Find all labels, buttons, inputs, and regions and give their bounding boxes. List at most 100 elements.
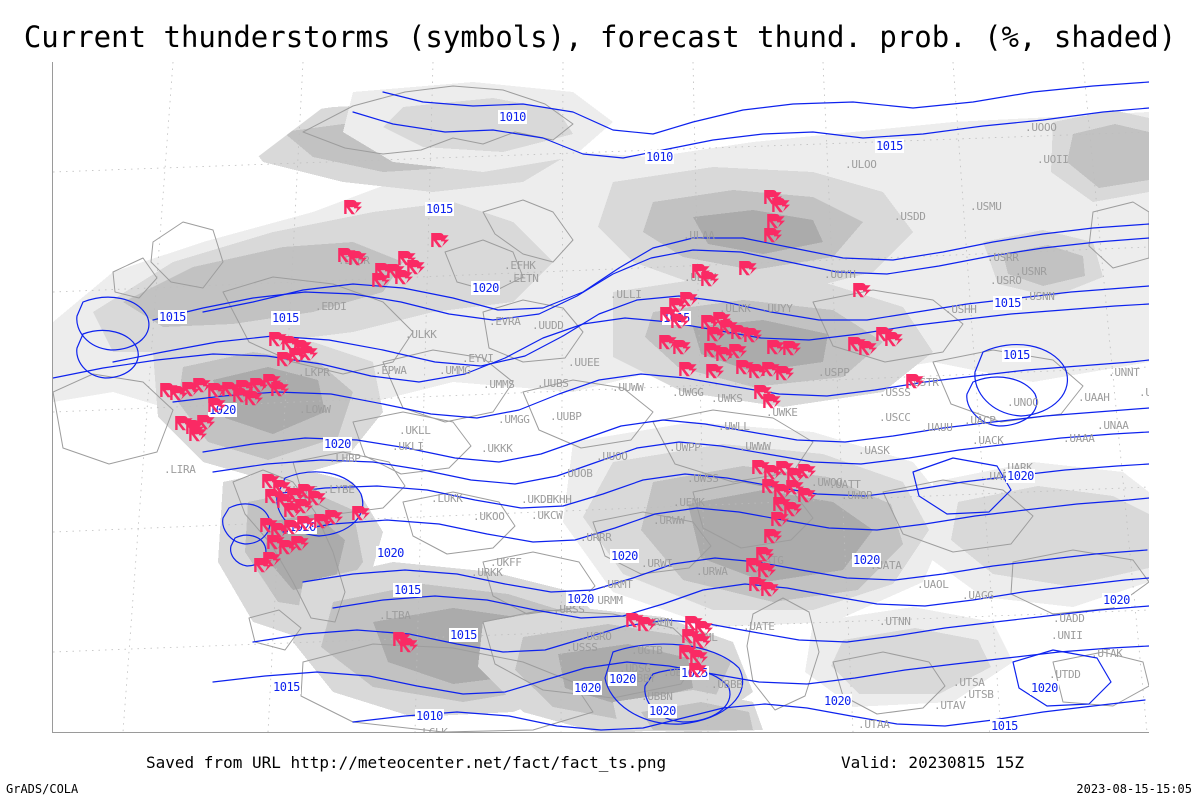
footer-source-url: Saved from URL http://meteocenter.net/fa… — [146, 753, 667, 772]
thunderstorm-symbol — [784, 500, 804, 520]
station-label: .UATE — [743, 620, 775, 633]
thunderstorm-symbol — [764, 188, 784, 208]
isobar-label: 1015 — [272, 680, 301, 694]
thunderstorm-symbol — [763, 392, 783, 412]
station-label: .UWPP — [669, 441, 701, 454]
station-label: .UOOO — [1025, 121, 1057, 134]
isobar-label: 1020 — [573, 681, 602, 695]
thunderstorm-symbol — [744, 326, 764, 346]
station-label: .EETN — [507, 272, 539, 285]
thunderstorm-symbol — [859, 339, 879, 359]
station-label: .UUWW — [612, 381, 644, 394]
thunderstorm-symbol — [689, 661, 709, 681]
thunderstorm-symbol — [786, 478, 806, 498]
thunderstorm-symbol — [407, 258, 427, 278]
station-label: .UUBS — [537, 377, 569, 390]
station-label: .UAOL — [917, 578, 949, 591]
station-label: .UWKS — [711, 392, 743, 405]
station-label: .UATT — [829, 478, 861, 491]
station-label: .UUYY — [761, 302, 793, 315]
thunderstorm-symbol — [395, 268, 415, 288]
station-label: .LCLK — [416, 726, 448, 733]
station-label: .EYVI — [462, 352, 494, 365]
thunderstorm-symbol — [906, 372, 926, 392]
thunderstorm-symbol — [673, 338, 693, 358]
isobar-label: 1010 — [415, 709, 444, 723]
station-label: .UKCW — [531, 509, 563, 522]
isobar-label: 1020 — [1102, 593, 1131, 607]
station-label: .UAAH — [1078, 391, 1110, 404]
isobar-label: 1020 — [208, 403, 237, 417]
station-label: .EVRA — [489, 315, 521, 328]
station-label: .UKOO — [473, 510, 505, 523]
thunderstorm-symbol — [771, 510, 791, 530]
isobar-label: 1015 — [1002, 348, 1031, 362]
station-label: .USRR — [987, 251, 1019, 264]
station-label: .UNNT — [1108, 366, 1140, 379]
thunderstorm-symbol — [208, 396, 228, 416]
station-label: .UTSA — [953, 676, 985, 689]
station-label: .UAUU — [921, 421, 953, 434]
station-label: .LUKK — [431, 492, 463, 505]
thunderstorm-symbol — [767, 212, 787, 232]
thunderstorm-symbol — [193, 376, 213, 396]
isobar-label: 1020 — [323, 437, 352, 451]
station-label: .UWWW — [739, 440, 771, 453]
isobar-label: 1020 — [823, 694, 852, 708]
station-label: .UAGG — [962, 589, 994, 602]
thunderstorm-symbol — [690, 648, 710, 668]
thunderstorm-symbol — [273, 478, 293, 498]
station-label: .UKLI — [392, 440, 424, 453]
thunderstorm-symbol — [289, 346, 309, 366]
station-label: .USHH — [945, 303, 977, 316]
station-label: .UMMG — [439, 364, 471, 377]
thunderstorm-symbol — [783, 339, 803, 359]
station-label: .USRO — [990, 274, 1022, 287]
thunderstorm-symbol — [693, 632, 713, 652]
station-label: .UBBN — [641, 690, 673, 703]
station-label: .URWW — [653, 514, 685, 527]
thunderstorm-symbol — [245, 389, 265, 409]
thunderstorm-symbol — [713, 310, 733, 330]
isobar-label: 1020 — [471, 281, 500, 295]
map-plot-area[interactable]: .ENBR.EFHK.EETN.EVRA.ULKK.EYVI.EPWA.UMMG… — [52, 62, 1149, 733]
isobars — [53, 81, 1149, 731]
thunderstorm-symbol — [344, 198, 364, 218]
station-label: .UWSS — [687, 472, 719, 485]
station-label: .UMGG — [498, 413, 530, 426]
thunderstorm-symbol — [692, 262, 712, 282]
station-label: .UWOO — [811, 476, 843, 489]
thunderstorm-symbol — [754, 383, 774, 403]
thunderstorm-symbol — [739, 259, 759, 279]
station-label: .ULKK — [405, 328, 437, 341]
isobar-label: 1020 — [648, 704, 677, 718]
isobar-label: 1010 — [645, 150, 674, 164]
thunderstorm-symbol — [772, 196, 792, 216]
isobar-label: 1015 — [393, 583, 422, 597]
station-label: .UTAV — [934, 699, 966, 712]
station-label: .UUEE — [568, 356, 600, 369]
station-label: .UNBB — [1139, 386, 1149, 399]
station-label: .ULAA — [683, 229, 715, 242]
station-label: .URKK — [471, 566, 503, 579]
isobar-label: 1020 — [610, 549, 639, 563]
station-label: .URMM — [591, 594, 623, 607]
footer-valid-time: Valid: 20230815 15Z — [841, 753, 1025, 772]
thunderstorm-symbol — [300, 344, 320, 364]
thunderstorm-symbol — [297, 514, 317, 534]
station-label: .UUDD — [532, 319, 564, 332]
station-label: .UDSG — [619, 662, 651, 675]
station-label: .UEMK — [673, 496, 705, 509]
station-label: .LIRA — [164, 463, 196, 476]
thunderstorm-symbol — [400, 636, 420, 656]
station-label: .UNOO — [1007, 396, 1039, 409]
thunderstorm-symbol — [761, 580, 781, 600]
isobar-label: 1020 — [852, 553, 881, 567]
station-label: .UNAA — [1097, 419, 1129, 432]
thunderstorm-symbol — [756, 545, 776, 565]
thunderstorm-symbol — [671, 312, 691, 332]
thunderstorm-symbol — [208, 381, 228, 401]
thunderstorm-symbol — [325, 508, 345, 528]
station-label: .URWI — [641, 557, 673, 570]
station-label: .UASK — [858, 444, 890, 457]
